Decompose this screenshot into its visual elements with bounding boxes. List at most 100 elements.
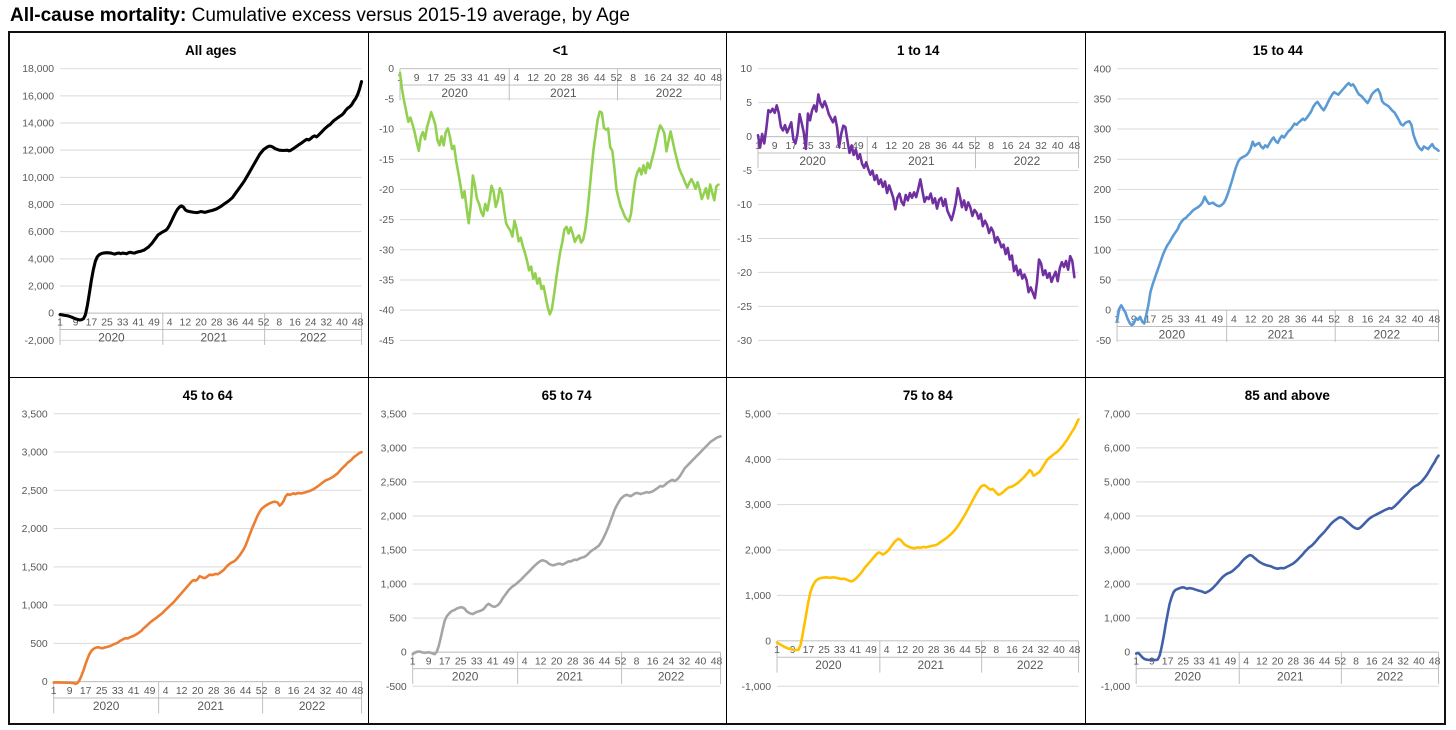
svg-text:1,500: 1,500: [380, 546, 406, 557]
svg-text:49: 49: [148, 318, 160, 329]
svg-text:33: 33: [460, 73, 472, 84]
svg-text:24: 24: [304, 686, 316, 697]
page-title-rest: Cumulative excess versus 2015-19 average…: [186, 5, 630, 26]
svg-text:44: 44: [240, 686, 252, 697]
svg-text:0: 0: [746, 132, 752, 143]
svg-text:32: 32: [321, 318, 333, 329]
svg-text:28: 28: [928, 645, 940, 656]
svg-text:9: 9: [1148, 657, 1154, 668]
svg-text:36: 36: [582, 657, 594, 668]
svg-text:-5: -5: [384, 94, 393, 105]
svg-text:1,000: 1,000: [745, 591, 771, 602]
svg-text:41: 41: [133, 318, 145, 329]
svg-text:20: 20: [912, 645, 924, 656]
svg-text:25: 25: [1177, 657, 1189, 668]
svg-text:20: 20: [192, 686, 204, 697]
svg-text:4: 4: [513, 73, 519, 84]
svg-text:500: 500: [389, 614, 407, 625]
svg-text:2,000: 2,000: [1104, 580, 1130, 591]
svg-text:44: 44: [1318, 657, 1330, 668]
svg-text:8: 8: [630, 73, 636, 84]
svg-text:9: 9: [73, 318, 79, 329]
svg-text:2021: 2021: [197, 699, 224, 713]
svg-text:2020: 2020: [815, 658, 842, 672]
svg-text:40: 40: [336, 686, 348, 697]
series-line-65-to-74: [410, 434, 722, 656]
chart-panel-1: -45 -40 -35 -30 -25 -20 -15 -10 -5 0 1 9 17 25 33 41 49 2…: [368, 33, 727, 378]
svg-text:2022: 2022: [1017, 658, 1044, 672]
svg-text:300: 300: [1093, 125, 1111, 136]
svg-text:32: 32: [1397, 657, 1409, 668]
svg-text:2,000: 2,000: [28, 282, 54, 293]
svg-text:500: 500: [30, 639, 48, 650]
svg-text:24: 24: [662, 657, 674, 668]
svg-text:36: 36: [935, 141, 947, 152]
svg-text:1,500: 1,500: [22, 562, 48, 573]
chart-grid: -2,000 0 2,000 4,000 6,000 8,000 10,000 12,000 1…: [8, 31, 1446, 725]
svg-text:36: 36: [944, 645, 956, 656]
svg-text:16,000: 16,000: [22, 91, 54, 102]
svg-text:5: 5: [746, 98, 752, 109]
svg-text:49: 49: [1224, 657, 1236, 668]
svg-text:-10: -10: [378, 125, 393, 136]
svg-text:48: 48: [1069, 645, 1081, 656]
series-line-1: [398, 71, 720, 316]
svg-text:25: 25: [1161, 315, 1173, 326]
svg-text:28: 28: [211, 318, 223, 329]
svg-text:2020: 2020: [1158, 327, 1185, 341]
svg-text:52: 52: [258, 318, 270, 329]
svg-text:1,000: 1,000: [380, 580, 406, 591]
svg-text:-5: -5: [743, 166, 752, 177]
series-line-1-to-14: [756, 93, 1076, 300]
svg-text:50: 50: [1099, 276, 1111, 287]
svg-text:2022: 2022: [300, 330, 327, 344]
svg-text:1: 1: [1133, 657, 1139, 668]
svg-text:18,000: 18,000: [22, 64, 54, 75]
svg-text:2021: 2021: [917, 658, 944, 672]
svg-text:48: 48: [352, 686, 364, 697]
svg-text:8: 8: [275, 686, 281, 697]
series-line-75-to-84: [775, 418, 1080, 652]
svg-text:25: 25: [101, 318, 113, 329]
svg-text:17: 17: [80, 686, 92, 697]
svg-text:28: 28: [208, 686, 220, 697]
svg-text:36: 36: [577, 73, 589, 84]
svg-text:2022: 2022: [1376, 670, 1403, 684]
svg-text:8: 8: [276, 318, 282, 329]
svg-text:41: 41: [835, 141, 847, 152]
svg-text:12,000: 12,000: [22, 146, 54, 157]
svg-text:3,000: 3,000: [1104, 546, 1130, 557]
svg-text:1: 1: [755, 141, 761, 152]
svg-text:4,000: 4,000: [28, 254, 54, 265]
svg-text:16: 16: [1006, 645, 1018, 656]
svg-text:48: 48: [1428, 315, 1440, 326]
svg-text:4: 4: [1231, 315, 1237, 326]
chart-svg: -2,000 0 2,000 4,000 6,000 8,000 10,000 12,000 1…: [22, 43, 363, 347]
svg-text:0: 0: [388, 64, 394, 75]
svg-text:44: 44: [959, 645, 971, 656]
svg-text:33: 33: [834, 645, 846, 656]
svg-text:12: 12: [534, 657, 546, 668]
svg-text:16: 16: [1002, 141, 1014, 152]
svg-text:32: 32: [677, 73, 689, 84]
svg-text:32: 32: [1038, 645, 1050, 656]
svg-text:4,000: 4,000: [745, 455, 771, 466]
svg-text:40: 40: [1052, 141, 1064, 152]
svg-text:33: 33: [1193, 657, 1205, 668]
svg-text:0: 0: [42, 677, 48, 688]
svg-text:40: 40: [694, 657, 706, 668]
svg-text:25: 25: [454, 657, 466, 668]
svg-text:40: 40: [1411, 315, 1423, 326]
svg-text:4: 4: [1243, 657, 1249, 668]
svg-text:25: 25: [444, 73, 456, 84]
svg-text:17: 17: [1161, 657, 1173, 668]
svg-text:20: 20: [195, 318, 207, 329]
chart-title: 65 to 74: [541, 388, 591, 403]
svg-text:52: 52: [969, 141, 981, 152]
svg-text:3,500: 3,500: [380, 409, 406, 420]
svg-text:49: 49: [1211, 315, 1223, 326]
svg-text:48: 48: [1428, 657, 1440, 668]
page-title: All-cause mortality: Cumulative excess v…: [0, 0, 1456, 28]
svg-text:2021: 2021: [908, 154, 935, 168]
